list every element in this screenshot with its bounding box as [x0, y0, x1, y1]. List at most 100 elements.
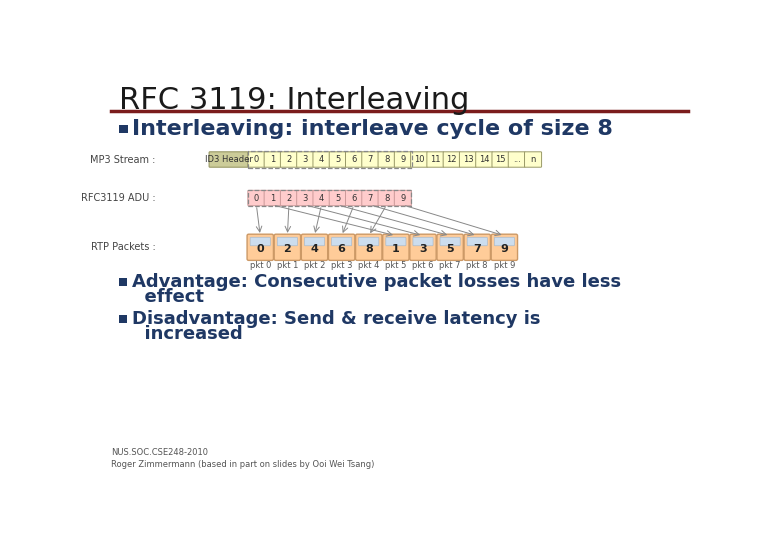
FancyBboxPatch shape — [359, 237, 379, 246]
Text: 5: 5 — [335, 193, 340, 202]
Text: n: n — [530, 155, 536, 164]
Text: 7: 7 — [473, 244, 481, 254]
Bar — [119, 278, 127, 286]
FancyBboxPatch shape — [275, 234, 300, 260]
FancyBboxPatch shape — [209, 152, 248, 167]
FancyBboxPatch shape — [467, 237, 488, 246]
FancyBboxPatch shape — [296, 190, 314, 206]
Text: 2: 2 — [286, 155, 292, 164]
Text: pkt 9: pkt 9 — [494, 261, 515, 270]
Text: 5: 5 — [335, 155, 340, 164]
FancyBboxPatch shape — [464, 234, 491, 260]
FancyBboxPatch shape — [491, 234, 518, 260]
Text: NUS.SOC.CSE248-2010
Roger Zimmermann (based in part on slides by Ooi Wei Tsang): NUS.SOC.CSE248-2010 Roger Zimmermann (ba… — [112, 448, 375, 469]
Text: 7: 7 — [367, 193, 373, 202]
Text: 9: 9 — [501, 244, 509, 254]
Text: 8: 8 — [384, 193, 389, 202]
FancyBboxPatch shape — [248, 152, 265, 167]
Bar — [248, 151, 412, 168]
FancyBboxPatch shape — [346, 152, 363, 167]
FancyBboxPatch shape — [410, 234, 436, 260]
FancyBboxPatch shape — [301, 234, 328, 260]
Text: pkt 3: pkt 3 — [331, 261, 353, 270]
Text: 11: 11 — [430, 155, 441, 164]
Text: 3: 3 — [303, 193, 308, 202]
Text: 6: 6 — [351, 193, 356, 202]
Text: RFC3119 ADU :: RFC3119 ADU : — [81, 193, 156, 203]
Text: pkt 0: pkt 0 — [250, 261, 271, 270]
Text: 7: 7 — [367, 155, 373, 164]
Text: 12: 12 — [446, 155, 457, 164]
Text: 4: 4 — [310, 244, 318, 254]
FancyBboxPatch shape — [280, 152, 297, 167]
Text: 8: 8 — [365, 244, 373, 254]
Text: 1: 1 — [392, 244, 399, 254]
Text: 2: 2 — [283, 244, 291, 254]
Text: 4: 4 — [319, 155, 324, 164]
Text: 4: 4 — [319, 193, 324, 202]
Text: 14: 14 — [479, 155, 490, 164]
Text: 13: 13 — [463, 155, 473, 164]
FancyBboxPatch shape — [437, 234, 463, 260]
FancyBboxPatch shape — [492, 152, 509, 167]
FancyBboxPatch shape — [395, 190, 411, 206]
Text: 2: 2 — [286, 193, 292, 202]
FancyBboxPatch shape — [280, 190, 297, 206]
Bar — [248, 190, 411, 206]
FancyBboxPatch shape — [328, 234, 355, 260]
Text: increased: increased — [132, 326, 243, 343]
Text: effect: effect — [132, 288, 204, 307]
Text: 8: 8 — [384, 155, 389, 164]
Text: Disadvantage: Send & receive latency is: Disadvantage: Send & receive latency is — [132, 310, 540, 328]
FancyBboxPatch shape — [386, 237, 406, 246]
FancyBboxPatch shape — [332, 237, 352, 246]
Text: pkt 6: pkt 6 — [413, 261, 434, 270]
FancyBboxPatch shape — [378, 190, 395, 206]
FancyBboxPatch shape — [356, 234, 382, 260]
FancyBboxPatch shape — [329, 152, 346, 167]
FancyBboxPatch shape — [440, 237, 460, 246]
FancyBboxPatch shape — [247, 234, 274, 260]
Text: 3: 3 — [419, 244, 427, 254]
FancyBboxPatch shape — [509, 152, 525, 167]
FancyBboxPatch shape — [524, 152, 541, 167]
FancyBboxPatch shape — [296, 152, 314, 167]
FancyBboxPatch shape — [476, 152, 493, 167]
Text: 9: 9 — [400, 155, 406, 164]
FancyBboxPatch shape — [313, 190, 330, 206]
Text: 9: 9 — [400, 193, 406, 202]
FancyBboxPatch shape — [346, 190, 363, 206]
Text: 0: 0 — [257, 244, 264, 254]
FancyBboxPatch shape — [248, 190, 265, 206]
Text: ID3 Header: ID3 Header — [204, 155, 253, 164]
Text: 0: 0 — [254, 193, 259, 202]
Text: 5: 5 — [446, 244, 454, 254]
Text: pkt 2: pkt 2 — [304, 261, 325, 270]
FancyBboxPatch shape — [278, 237, 297, 246]
FancyBboxPatch shape — [443, 152, 460, 167]
Bar — [119, 315, 127, 323]
Text: pkt 7: pkt 7 — [439, 261, 461, 270]
Text: pkt 1: pkt 1 — [277, 261, 298, 270]
Text: ...: ... — [512, 155, 521, 164]
Text: RTP Packets :: RTP Packets : — [91, 242, 156, 252]
FancyBboxPatch shape — [410, 152, 427, 167]
Text: pkt 8: pkt 8 — [466, 261, 488, 270]
Text: pkt 4: pkt 4 — [358, 261, 379, 270]
FancyBboxPatch shape — [383, 234, 409, 260]
FancyBboxPatch shape — [413, 237, 433, 246]
Text: 10: 10 — [414, 155, 424, 164]
FancyBboxPatch shape — [427, 152, 444, 167]
FancyBboxPatch shape — [250, 237, 271, 246]
Bar — [119, 125, 128, 133]
Text: RFC 3119: Interleaving: RFC 3119: Interleaving — [119, 86, 470, 116]
FancyBboxPatch shape — [395, 152, 411, 167]
Text: pkt 5: pkt 5 — [385, 261, 406, 270]
FancyBboxPatch shape — [378, 152, 395, 167]
FancyBboxPatch shape — [459, 152, 477, 167]
FancyBboxPatch shape — [264, 190, 281, 206]
Text: 15: 15 — [495, 155, 505, 164]
FancyBboxPatch shape — [264, 152, 281, 167]
Text: 6: 6 — [351, 155, 356, 164]
Text: 0: 0 — [254, 155, 259, 164]
